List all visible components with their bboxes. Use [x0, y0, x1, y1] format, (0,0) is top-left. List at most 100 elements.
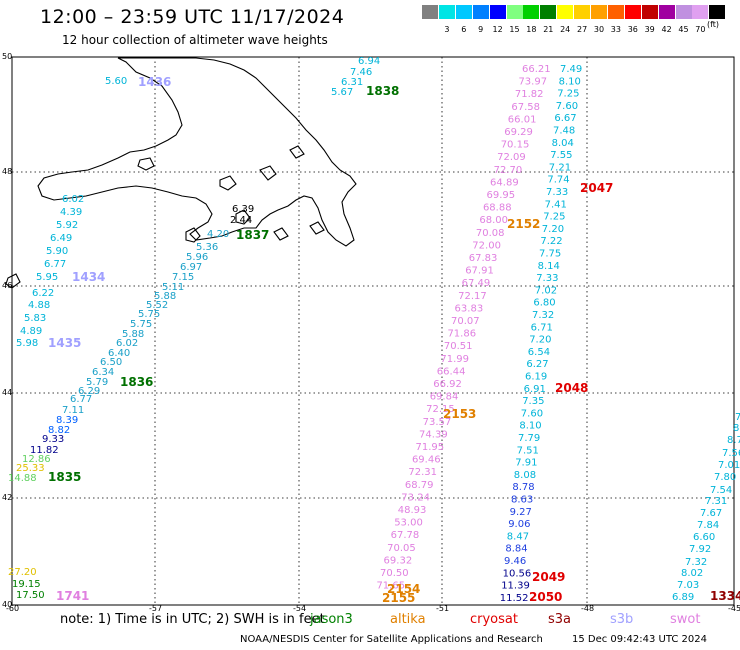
wave-height-label: 73.57 [423, 417, 452, 428]
wave-height-label: 7.55 [550, 150, 572, 161]
wave-height-label: 7.31 [705, 496, 727, 507]
wave-height-label: 8.10 [519, 421, 541, 432]
wave-height-label: 69.29 [504, 127, 533, 138]
scale-swatch [523, 5, 540, 19]
coastline-path [309, 221, 325, 235]
pass-time-label: 1837 [236, 228, 269, 242]
latitude-label: 46 [2, 281, 13, 290]
wave-height-label: 66.44 [437, 366, 466, 377]
pass-time-label: 2154 [387, 582, 420, 596]
wave-height-label: 66.92 [433, 379, 462, 390]
pass-time-label: 1741 [56, 589, 89, 603]
scale-unit-label: (ft) [707, 20, 720, 29]
wave-height-label: 68.00 [479, 215, 508, 226]
newfoundland-coastline [5, 57, 357, 289]
pass-time-label: 1836 [120, 375, 153, 389]
wave-height-label: 70.15 [501, 140, 530, 151]
wave-height-label: 7.02 [535, 285, 557, 296]
wave-height-label: 69.95 [487, 190, 516, 201]
pass-time-label: 1436 [138, 75, 171, 89]
wave-height-label: 7.41 [545, 199, 567, 210]
wave-height-label: 7.56 [722, 448, 740, 459]
wave-height-label: 7.79 [518, 433, 540, 444]
scale-swatch [607, 5, 624, 19]
longitude-label: -57 [149, 604, 163, 613]
wave-height-label: 71.95 [416, 442, 445, 453]
wave-height-label: 69.32 [384, 555, 413, 566]
wave-height-label: 19.15 [12, 579, 41, 590]
wave-height-label: 4.39 [60, 207, 82, 218]
wave-height-label: 7.15 [172, 272, 194, 283]
wave-height-label: 8.08 [514, 470, 536, 481]
wave-height-label: 6.40 [108, 348, 130, 359]
wave-height-label: 4.20 [207, 229, 229, 240]
pass-time-label: 2048 [555, 381, 588, 395]
wave-height-label: 8.82 [48, 425, 70, 436]
wave-height-label: 6.39 [232, 204, 254, 215]
wave-height-label: 8.78 [512, 482, 534, 493]
wave-height-label: 7.01 [718, 460, 740, 471]
pass-time-label: 2155 [382, 591, 415, 605]
satellite-swot: swot [670, 612, 701, 627]
wave-height-label: 25.33 [16, 463, 45, 474]
scale-label: 15 [509, 25, 520, 34]
wave-height-label: 6.60 [693, 532, 715, 543]
wave-height-label: 6.80 [533, 298, 555, 309]
longitude-label: -51 [436, 604, 450, 613]
satellite-altika: altika [390, 612, 426, 627]
wave-height-label: 5.75 [138, 309, 160, 320]
wave-height-label: 63.83 [455, 303, 484, 314]
wave-height-label: 5.36 [196, 242, 218, 253]
latitude-label: 48 [2, 167, 13, 176]
wave-height-label: 73.24 [401, 492, 430, 503]
scale-label: 27 [577, 25, 588, 34]
wave-height-label: 7.32 [685, 557, 707, 568]
scale-swatch [675, 5, 692, 19]
wave-height-label: 74.39 [419, 429, 448, 440]
wave-height-label: 7.48 [553, 126, 575, 137]
coastline-path [259, 165, 277, 181]
wave-height-label: 7.21 [549, 162, 571, 173]
wave-height-label: 7.46 [350, 67, 372, 78]
wave-height-label: 12.86 [22, 454, 51, 465]
longitude-label: -45 [728, 604, 740, 613]
wave-height-label: 5.75 [130, 319, 152, 330]
wave-height-label: 72.15 [426, 404, 455, 415]
scale-swatch [438, 5, 455, 19]
scale-label: 9 [478, 25, 484, 34]
wave-height-label: 7.11 [62, 405, 84, 416]
wave-height-label: 8.02 [681, 568, 703, 579]
wave-height-label: 9.33 [42, 434, 64, 445]
wave-height-label: 6.29 [78, 386, 100, 397]
wave-height-label: 8.84 [505, 544, 527, 555]
coastline-path [235, 209, 251, 225]
coastline-path [273, 227, 289, 241]
pass-time-label: 1835 [48, 470, 81, 484]
wave-height-label: 6.71 [531, 322, 553, 333]
scale-label: 12 [492, 25, 503, 34]
scale-swatch [692, 5, 709, 19]
wave-height-label: 6.67 [554, 113, 576, 124]
scale-label: 70 [695, 25, 706, 34]
wave-height-label: 7.49 [560, 64, 582, 75]
coastline-path [5, 273, 21, 289]
scale-swatch [472, 5, 489, 19]
wave-height-label: 6.31 [341, 77, 363, 88]
wave-height-label: 6.19 [525, 372, 547, 383]
map-border [11, 56, 735, 606]
map-subtitle: 12 hour collection of altimeter wave hei… [62, 33, 328, 47]
wave-height-label: 5.83 [24, 313, 46, 324]
wave-height-label: 7.22 [540, 236, 562, 247]
scale-swatch [709, 5, 726, 19]
wave-height-label: 5.52 [146, 300, 168, 311]
latitude-label: 50 [2, 52, 13, 61]
scale-swatch [455, 5, 472, 19]
scale-label: 3 [444, 25, 450, 34]
wave-height-label: 5.88 [122, 329, 144, 340]
wave-height-label: 7.03 [677, 580, 699, 591]
pass-time-label: 2153 [443, 407, 476, 421]
wave-height-label: 11.52 [500, 593, 529, 604]
wave-height-label: 71.86 [447, 329, 476, 340]
scale-label: 39 [644, 25, 655, 34]
wave-height-label: 48.93 [398, 505, 427, 516]
